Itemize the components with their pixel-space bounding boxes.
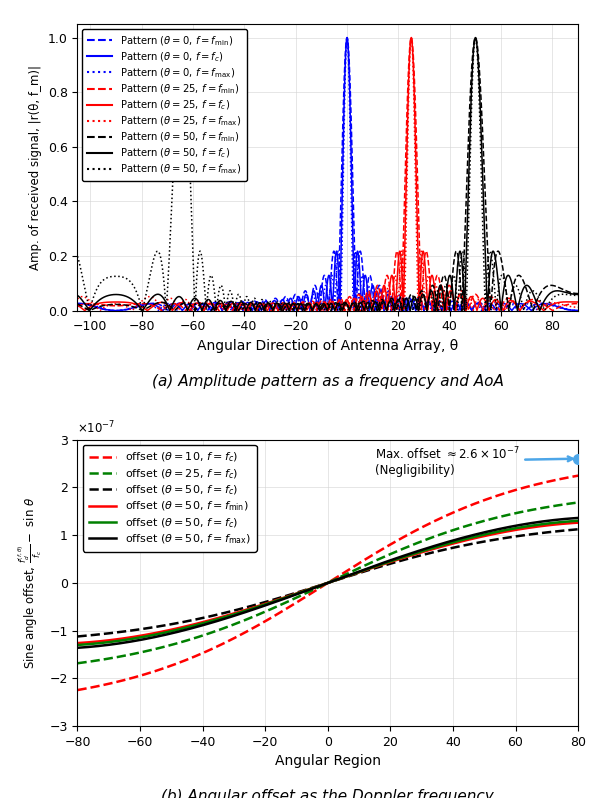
Text: $\times10^{-7}$: $\times10^{-7}$: [77, 420, 116, 437]
Legend: offset ($\theta = 10,\, f = f_c$), offset ($\theta = 25,\, f = f_c$), offset ($\: offset ($\theta = 10,\, f = f_c$), offse…: [83, 445, 257, 551]
offset ($\theta = 50,\, f = f_c$): [560, 526, 567, 535]
offset ($\theta = 25,\, f = f_c$): [74, 658, 81, 668]
offset ($\theta = 50,\, f = f_{\max}$): [468, 531, 475, 540]
offset ($\theta = 50,\, f = f_{\min}$): [560, 519, 567, 528]
offset ($\theta = 50,\, f = f_c$): [560, 517, 567, 527]
Line: offset ($\theta = 50,\, f = f_{\max}$): offset ($\theta = 50,\, f = f_{\max}$): [77, 518, 578, 648]
offset ($\theta = 10,\, f = f_c$): [74, 685, 81, 695]
offset ($\theta = 50,\, f = f_c$): [560, 517, 567, 527]
offset ($\theta = 50,\, f = f_{\max}$): [100, 641, 107, 650]
offset ($\theta = 10,\, f = f_c$): [560, 474, 567, 484]
Line: offset ($\theta = 50,\, f = f_c$): offset ($\theta = 50,\, f = f_c$): [77, 529, 578, 637]
offset ($\theta = 25,\, f = f_c$): [468, 519, 475, 529]
Text: Max. offset $\approx 2.6\times10^{-7}$
(Negligibility): Max. offset $\approx 2.6\times10^{-7}$ (…: [375, 445, 573, 477]
offset ($\theta = 25,\, f = f_c$): [100, 654, 107, 664]
offset ($\theta = 50,\, f = f_c$): [468, 533, 475, 543]
offset ($\theta = 50,\, f = f_c$): [74, 640, 81, 650]
offset ($\theta = 50,\, f = f_{\min}$): [74, 638, 81, 648]
offset ($\theta = 50,\, f = f_{\max}$): [560, 515, 567, 524]
offset ($\theta = 10,\, f = f_c$): [575, 471, 582, 480]
offset ($\theta = 50,\, f = f_{\max}$): [304, 586, 311, 595]
offset ($\theta = 50,\, f = f_c$): [304, 584, 311, 594]
offset ($\theta = 10,\, f = f_c$): [304, 591, 311, 600]
offset ($\theta = 50,\, f = f_{\max}$): [560, 514, 567, 523]
offset ($\theta = 50,\, f = f_{\max}$): [74, 643, 81, 653]
Line: offset ($\theta = 10,\, f = f_c$): offset ($\theta = 10,\, f = f_c$): [77, 476, 578, 690]
Line: offset ($\theta = 50,\, f = f_{\min}$): offset ($\theta = 50,\, f = f_{\min}$): [77, 523, 578, 643]
X-axis label: Angular Direction of Antenna Array, θ: Angular Direction of Antenna Array, θ: [197, 339, 458, 353]
offset ($\theta = 50,\, f = f_c$): [100, 629, 107, 638]
offset ($\theta = 50,\, f = f_{\min}$): [100, 636, 107, 646]
offset ($\theta = 50,\, f = f_{\max}$): [575, 513, 582, 523]
offset ($\theta = 50,\, f = f_c$): [304, 585, 311, 595]
Y-axis label: Amp. of received signal, |r(θ, f_m)|: Amp. of received signal, |r(θ, f_m)|: [29, 65, 42, 270]
Line: offset ($\theta = 50,\, f = f_c$): offset ($\theta = 50,\, f = f_c$): [77, 521, 578, 645]
offset ($\theta = 50,\, f = f_c$): [468, 539, 475, 549]
offset ($\theta = 50,\, f = f_{\min}$): [560, 519, 567, 528]
offset ($\theta = 50,\, f = f_c$): [317, 580, 324, 590]
offset ($\theta = 50,\, f = f_c$): [100, 638, 107, 647]
offset ($\theta = 25,\, f = f_c$): [317, 582, 324, 591]
Text: (b) Angular offset as the Doppler frequency: (b) Angular offset as the Doppler freque…: [162, 789, 494, 798]
offset ($\theta = 50,\, f = f_c$): [575, 516, 582, 526]
Text: (a) Amplitude pattern as a frequency and AoA: (a) Amplitude pattern as a frequency and…: [152, 373, 504, 389]
offset ($\theta = 10,\, f = f_c$): [560, 473, 567, 483]
offset ($\theta = 50,\, f = f_{\min}$): [304, 585, 311, 595]
offset ($\theta = 50,\, f = f_c$): [575, 524, 582, 534]
offset ($\theta = 25,\, f = f_c$): [304, 587, 311, 597]
offset ($\theta = 50,\, f = f_c$): [74, 632, 81, 642]
offset ($\theta = 25,\, f = f_c$): [575, 498, 582, 508]
Legend: Pattern ($\theta = 0,\, f = f_{\min}$), Pattern ($\theta = 0,\, f = f_c$), Patte: Pattern ($\theta = 0,\, f = f_{\min}$), …: [82, 29, 247, 181]
offset ($\theta = 50,\, f = f_c$): [317, 580, 324, 590]
offset ($\theta = 50,\, f = f_{\max}$): [317, 581, 324, 591]
offset ($\theta = 10,\, f = f_c$): [100, 680, 107, 689]
offset ($\theta = 50,\, f = f_{\min}$): [575, 518, 582, 527]
X-axis label: Angular Region: Angular Region: [275, 754, 381, 768]
offset ($\theta = 50,\, f = f_{\min}$): [317, 580, 324, 590]
Y-axis label: Sine angle offset, $\frac{f_d^{(f,\theta)}}{f_c}-$ sin $\theta$: Sine angle offset, $\frac{f_d^{(f,\theta…: [16, 496, 44, 669]
offset ($\theta = 50,\, f = f_c$): [560, 526, 567, 535]
offset ($\theta = 25,\, f = f_c$): [560, 500, 567, 509]
offset ($\theta = 10,\, f = f_c$): [468, 500, 475, 510]
Line: offset ($\theta = 25,\, f = f_c$): offset ($\theta = 25,\, f = f_c$): [77, 503, 578, 663]
offset ($\theta = 25,\, f = f_c$): [560, 500, 567, 509]
offset ($\theta = 50,\, f = f_{\min}$): [468, 534, 475, 543]
offset ($\theta = 10,\, f = f_c$): [317, 583, 324, 592]
